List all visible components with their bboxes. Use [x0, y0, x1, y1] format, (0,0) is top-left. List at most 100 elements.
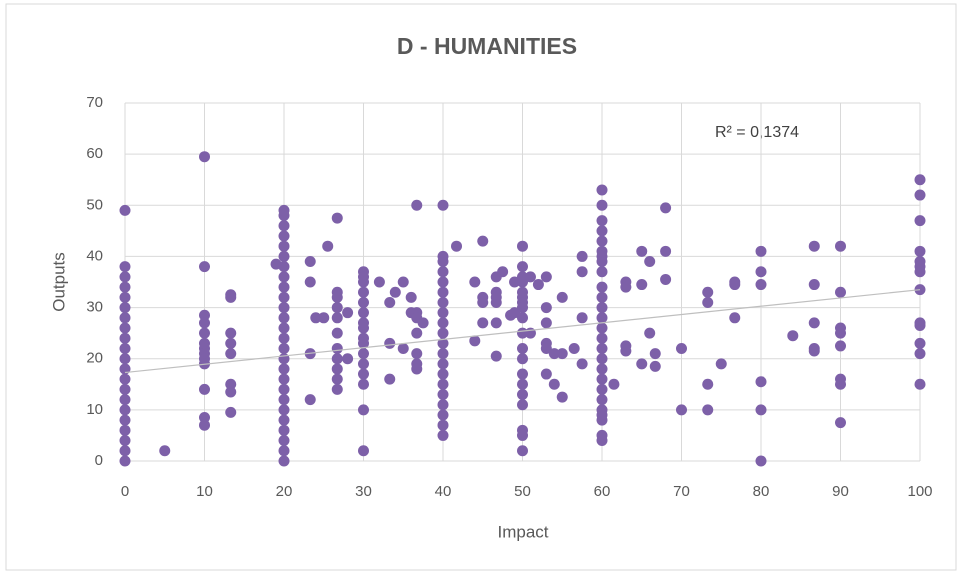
point — [358, 404, 369, 416]
point — [278, 424, 290, 436]
point — [199, 309, 210, 321]
point — [596, 281, 608, 293]
point — [755, 455, 767, 467]
point — [914, 319, 926, 331]
point — [490, 317, 502, 329]
point — [576, 250, 588, 262]
point — [278, 394, 290, 406]
point — [225, 337, 237, 349]
point — [702, 286, 714, 298]
point — [568, 342, 580, 354]
point — [119, 322, 131, 334]
point — [278, 312, 290, 324]
point — [437, 429, 449, 441]
point — [702, 296, 714, 308]
point — [342, 353, 354, 365]
x-tick-label: 90 — [832, 483, 849, 500]
point — [304, 276, 316, 288]
point — [119, 414, 131, 426]
point — [119, 353, 131, 365]
point — [660, 273, 672, 285]
point — [225, 378, 237, 390]
point — [596, 184, 608, 196]
point — [225, 291, 237, 303]
point — [119, 363, 131, 375]
point — [331, 327, 343, 339]
x-tick-label: 50 — [514, 483, 531, 500]
point — [608, 378, 620, 390]
point — [477, 296, 489, 308]
point — [278, 342, 290, 354]
point — [914, 337, 926, 349]
point — [358, 358, 369, 370]
point — [729, 279, 741, 291]
point — [119, 271, 131, 283]
point — [331, 212, 343, 224]
point — [119, 383, 131, 395]
point — [556, 291, 568, 303]
point — [596, 435, 608, 447]
point — [278, 302, 290, 314]
point — [596, 373, 608, 385]
point — [755, 266, 767, 278]
point — [596, 256, 608, 268]
point — [517, 389, 528, 401]
y-tick-label: 40 — [86, 247, 103, 264]
point — [437, 337, 449, 349]
point — [556, 391, 568, 403]
point — [331, 353, 343, 365]
x-tick-label: 40 — [435, 483, 452, 500]
y-tick-label: 30 — [86, 299, 103, 316]
point — [437, 409, 449, 421]
x-tick-label: 30 — [355, 483, 372, 500]
point — [119, 445, 131, 457]
point — [517, 240, 528, 252]
point — [517, 378, 528, 390]
point — [517, 399, 528, 411]
point — [389, 286, 401, 298]
point — [676, 342, 687, 354]
point — [358, 337, 369, 349]
point — [358, 276, 369, 288]
point — [517, 261, 528, 273]
point — [548, 348, 560, 360]
point — [576, 358, 588, 370]
point — [477, 235, 489, 247]
point — [437, 399, 449, 411]
point — [644, 327, 656, 339]
point — [397, 342, 409, 354]
point — [278, 250, 290, 262]
point — [331, 302, 343, 314]
point — [278, 261, 290, 273]
point — [384, 337, 396, 349]
x-tick-label: 10 — [196, 483, 213, 500]
point — [331, 373, 343, 385]
point — [331, 291, 343, 303]
point — [437, 368, 449, 380]
point — [437, 358, 449, 370]
y-tick-label: 50 — [86, 196, 103, 213]
point — [702, 378, 714, 390]
point — [596, 215, 608, 227]
y-tick-label: 0 — [95, 452, 103, 469]
point — [540, 302, 552, 314]
point — [596, 383, 608, 395]
point — [596, 235, 608, 247]
point — [490, 296, 502, 308]
point — [517, 342, 528, 354]
x-axis-label: Impact — [497, 522, 548, 541]
point — [331, 312, 343, 324]
point — [358, 322, 369, 334]
x-tick-label: 80 — [753, 483, 770, 500]
point — [397, 276, 409, 288]
point — [808, 317, 820, 329]
point — [497, 266, 509, 278]
point — [649, 360, 661, 372]
point — [437, 276, 449, 288]
y-tick-label: 70 — [86, 94, 103, 111]
point — [199, 327, 210, 339]
point — [548, 378, 560, 390]
point — [358, 378, 369, 390]
point — [490, 350, 502, 362]
